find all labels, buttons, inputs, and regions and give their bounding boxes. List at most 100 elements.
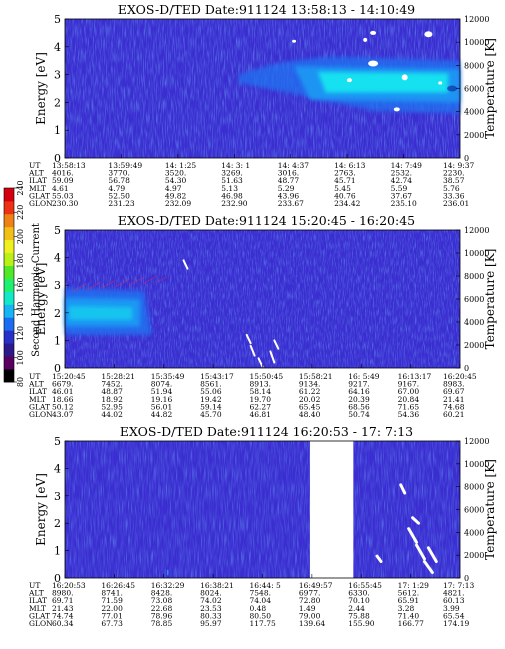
ephemeris-value: 13:58:13 [52,161,86,170]
ephemeris-value: 16:20:53 [52,581,86,590]
ephemeris-value: 69.67 [443,387,465,396]
colorbar-swatch [4,226,14,241]
ephemeris-value: 46.81 [250,410,271,419]
ephemeris-row-label: MLT [29,395,46,404]
ephemeris-value: 13:59:49 [108,161,142,170]
ephemeris-row-label: ILAT [29,387,47,396]
heatmap-features [166,441,438,578]
colorbar-swatch [4,343,14,357]
y2-tick-label: 6000 [464,85,484,94]
y-axis-label: Energy [eV] [34,473,48,546]
ephemeris-value: 16:49:57 [299,581,333,590]
ephemeris-value: 62.27 [250,402,272,411]
colorbar-swatch [4,291,14,305]
ephemeris-value: 74.02 [200,596,222,605]
y2-tick-label: 4000 [464,108,484,117]
ephemeris-value: 70.10 [348,596,370,605]
ephemeris-value: 232.90 [221,199,247,208]
ephemeris-value: 6977. [299,589,320,598]
ephemeris-row-label: ALT [28,380,44,389]
ephemeris-value: 15:35:49 [151,372,185,381]
ephemeris-value: 5.29 [278,184,295,193]
ephemeris-value: 49.82 [165,191,187,200]
ephemeris-value: 4.61 [52,184,69,193]
colorbar-tick-label: 120 [16,326,25,341]
ephemeris-value: 5.59 [391,184,408,193]
y-axis-label: Energy [eV] [34,52,48,125]
ephemeris-value: 64.16 [348,387,370,396]
ephemeris-value: 16:38:21 [200,581,234,590]
ephemeris-value: 59.09 [52,176,74,185]
ephemeris-value: 236.01 [443,199,469,208]
y-tick-label: 1 [54,124,61,137]
y-tick-label: 0 [54,362,61,375]
ephemeris-value: 42.74 [391,176,413,185]
ephemeris-value: 80.50 [250,611,272,620]
ephemeris-value: 8561. [200,380,221,389]
ephemeris-value: 232.09 [165,199,191,208]
ephemeris-value: 233.67 [278,199,304,208]
ephemeris-value: 8913. [250,380,271,389]
panel-2: EXOS-D/TED Date:911124 15:20:45 - 16:20:… [28,213,497,419]
ephemeris-value: 3269. [221,169,242,178]
ephemeris-value: 7452. [101,380,122,389]
y2-tick-label: 0 [464,154,469,163]
ephemeris-value: 234.42 [334,199,360,208]
y2-tick-label: 10000 [464,249,489,258]
ephemeris-row-label: MLT [29,604,46,613]
ephemeris-value: 75.88 [348,611,370,620]
colorbar-swatch [4,252,14,266]
colorbar-tick-label: 100 [16,350,25,365]
ephemeris-value: 3.99 [443,604,460,613]
panel-3: EXOS-D/TED Date:911124 16:20:53 - 17: 7:… [28,424,497,628]
panel-1: EXOS-D/TED Date:911124 13:58:13 - 14:10:… [28,2,497,208]
ephemeris-value: 78.96 [151,611,173,620]
colorbar-swatch [4,304,14,318]
y2-tick-label: 4000 [464,528,484,537]
y-tick-label: 1 [54,545,61,558]
y-tick-label: 2 [54,307,61,320]
y2-tick-label: 0 [464,364,469,373]
ephemeris-value: 16:20:45 [443,372,477,381]
y-tick-label: 2 [54,517,61,530]
heatmap-features [65,259,280,368]
ephemeris-row-label: ALT [28,169,44,178]
ephemeris-value: 52.50 [108,191,130,200]
ephemeris-value: 20.39 [348,395,370,404]
ephemeris-row-label: UT [29,161,40,170]
ephemeris-value: 56.78 [108,176,130,185]
ephemeris-value: 65.91 [398,596,419,605]
colorbar-swatch [4,278,14,292]
colorbar-tick-label: 220 [16,205,25,220]
ephemeris-value: 54.30 [165,176,187,185]
ephemeris-value: 61.22 [299,387,321,396]
ephemeris-value: 5612. [398,589,419,598]
ephemeris-value: 67.73 [101,619,123,628]
ephemeris-value: 77.01 [101,611,122,620]
ephemeris-value: 54.36 [398,410,420,419]
ephemeris-value: 59.14 [200,402,222,411]
ephemeris-value: 5.76 [443,184,460,193]
ephemeris-value: 18.92 [101,395,123,404]
ephemeris-value: 16:44: 5 [250,581,282,590]
ephemeris-value: 16:55:45 [348,581,382,590]
ephemeris-value: 80.33 [200,611,222,620]
y2-tick-label: 12000 [464,15,489,24]
ephemeris-value: 58.14 [250,387,272,396]
ephemeris-row-label: ALT [28,589,44,598]
y2-tick-label: 6000 [464,506,484,515]
y2-tick-label: 8000 [464,272,484,281]
ephemeris-value: 3770. [108,169,129,178]
ephemeris-value: 45.70 [200,410,222,419]
ephemeris-value: 8024. [200,589,221,598]
ephemeris-value: 15:20:45 [52,372,86,381]
ephemeris-value: 19.70 [250,395,272,404]
ephemeris-row-label: ILAT [29,176,47,185]
colorbar-tick-label: 200 [16,229,25,244]
ephemeris-row-label: GLAT [29,402,50,411]
ephemeris-value: 71.59 [101,596,123,605]
ephemeris-value: 14: 6:13 [334,161,366,170]
ephemeris-value: 8741. [101,589,122,598]
y-tick-label: 0 [54,572,61,585]
ephemeris-value: 43.96 [278,191,300,200]
